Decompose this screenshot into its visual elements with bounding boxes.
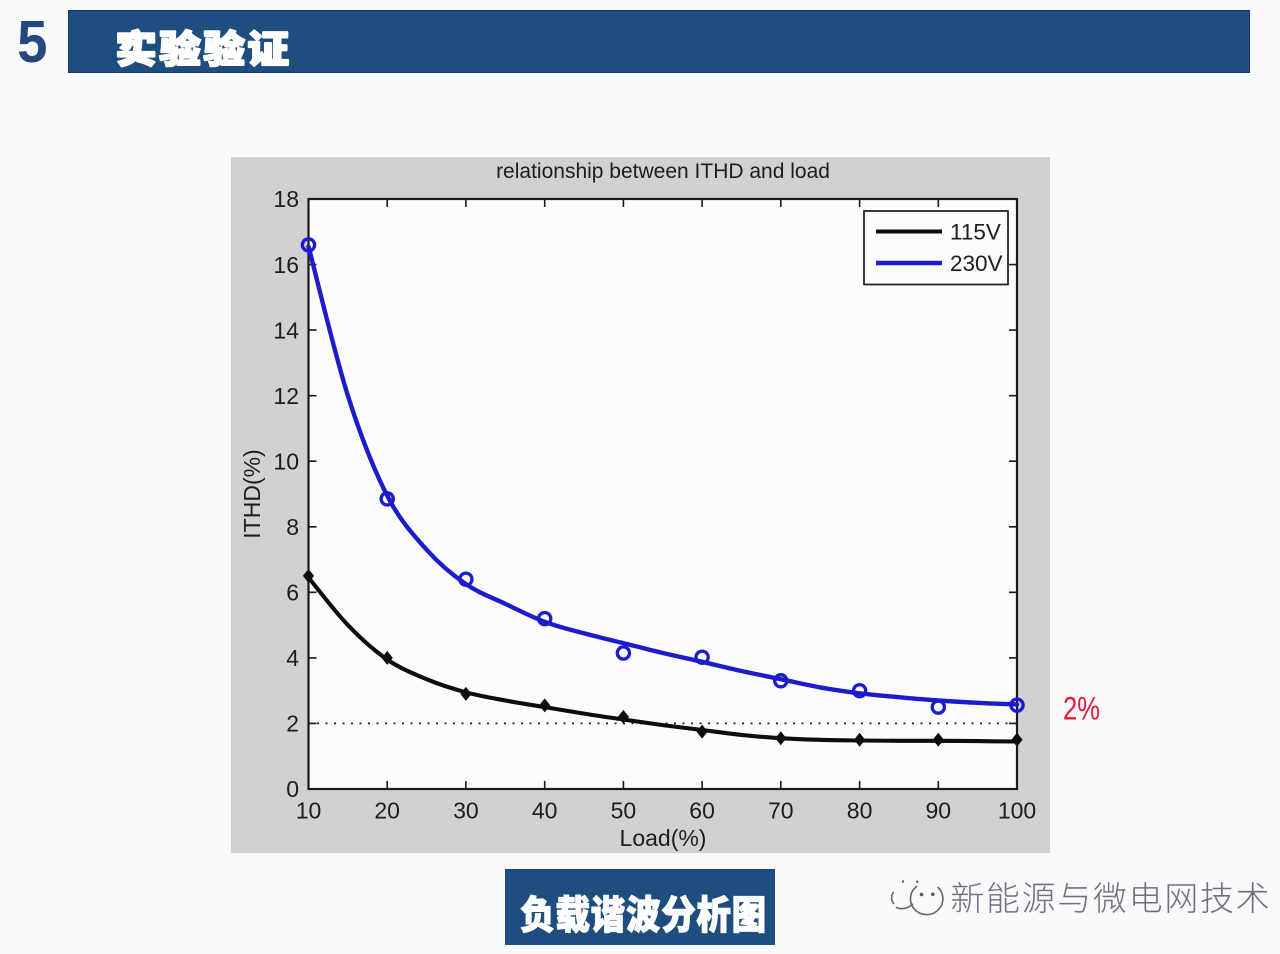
svg-text:20: 20 — [374, 798, 400, 824]
svg-text:14: 14 — [273, 317, 299, 343]
svg-text:6: 6 — [286, 580, 299, 606]
svg-text:10: 10 — [273, 448, 299, 474]
svg-text:50: 50 — [611, 798, 637, 824]
svg-text:30: 30 — [453, 798, 479, 824]
svg-text:12: 12 — [273, 383, 299, 409]
svg-text:230V: 230V — [950, 251, 1003, 276]
svg-text:10: 10 — [296, 798, 322, 824]
svg-text:60: 60 — [689, 798, 715, 824]
svg-text:5: 5 — [17, 10, 47, 76]
svg-text:8: 8 — [286, 514, 299, 540]
svg-text:115V: 115V — [950, 220, 1001, 245]
svg-text:2%: 2% — [1063, 691, 1100, 727]
svg-text:16: 16 — [273, 252, 299, 278]
svg-text:70: 70 — [768, 798, 794, 824]
svg-text:4: 4 — [286, 645, 299, 671]
svg-text:Load(%): Load(%) — [620, 825, 707, 851]
svg-text:100: 100 — [998, 798, 1036, 824]
svg-text:ITHD(%): ITHD(%) — [239, 449, 265, 538]
svg-text:relationship between ITHD and: relationship between ITHD and load — [496, 160, 830, 183]
svg-text:18: 18 — [273, 186, 299, 212]
svg-text:2: 2 — [286, 711, 299, 737]
svg-text:40: 40 — [532, 798, 558, 824]
svg-text:80: 80 — [847, 798, 873, 824]
svg-text:0: 0 — [286, 776, 299, 802]
svg-text:90: 90 — [926, 798, 952, 824]
